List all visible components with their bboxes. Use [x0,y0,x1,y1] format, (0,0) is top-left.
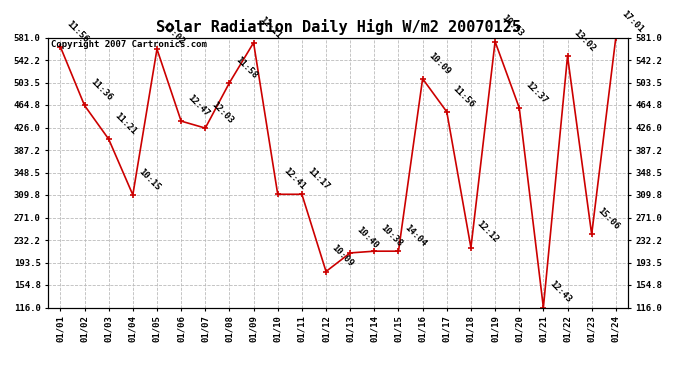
Text: 14:04: 14:04 [403,223,428,248]
Text: 10:15: 10:15 [137,167,162,192]
Text: 10:38: 10:38 [379,223,404,248]
Text: 11:21: 11:21 [113,111,138,136]
Text: 11:17: 11:17 [306,166,331,192]
Title: Solar Radiation Daily High W/m2 20070125: Solar Radiation Daily High W/m2 20070125 [156,19,520,35]
Text: 10:09: 10:09 [427,51,452,76]
Text: 11:58: 11:58 [234,55,259,80]
Text: 15:06: 15:06 [596,206,621,231]
Text: 10:09: 10:09 [331,243,355,269]
Text: 12:11: 12:11 [258,15,283,40]
Text: Copyright 2007 Cartronics.com: Copyright 2007 Cartronics.com [51,40,207,49]
Text: 17:01: 17:01 [620,9,645,35]
Text: 12:41: 12:41 [282,166,307,192]
Text: 12:43: 12:43 [548,279,573,305]
Text: 12:47: 12:47 [186,93,210,118]
Text: 11:36: 11:36 [89,77,114,103]
Text: 11:56: 11:56 [451,84,476,109]
Text: 13:02: 13:02 [572,28,597,53]
Text: 10:53: 10:53 [500,13,524,39]
Text: 12:37: 12:37 [524,80,549,105]
Text: 12:12: 12:12 [475,219,500,245]
Text: 12:02: 12:02 [161,21,186,46]
Text: 12:03: 12:03 [210,100,235,125]
Text: 10:40: 10:40 [355,225,380,250]
Text: 11:56: 11:56 [65,19,90,44]
